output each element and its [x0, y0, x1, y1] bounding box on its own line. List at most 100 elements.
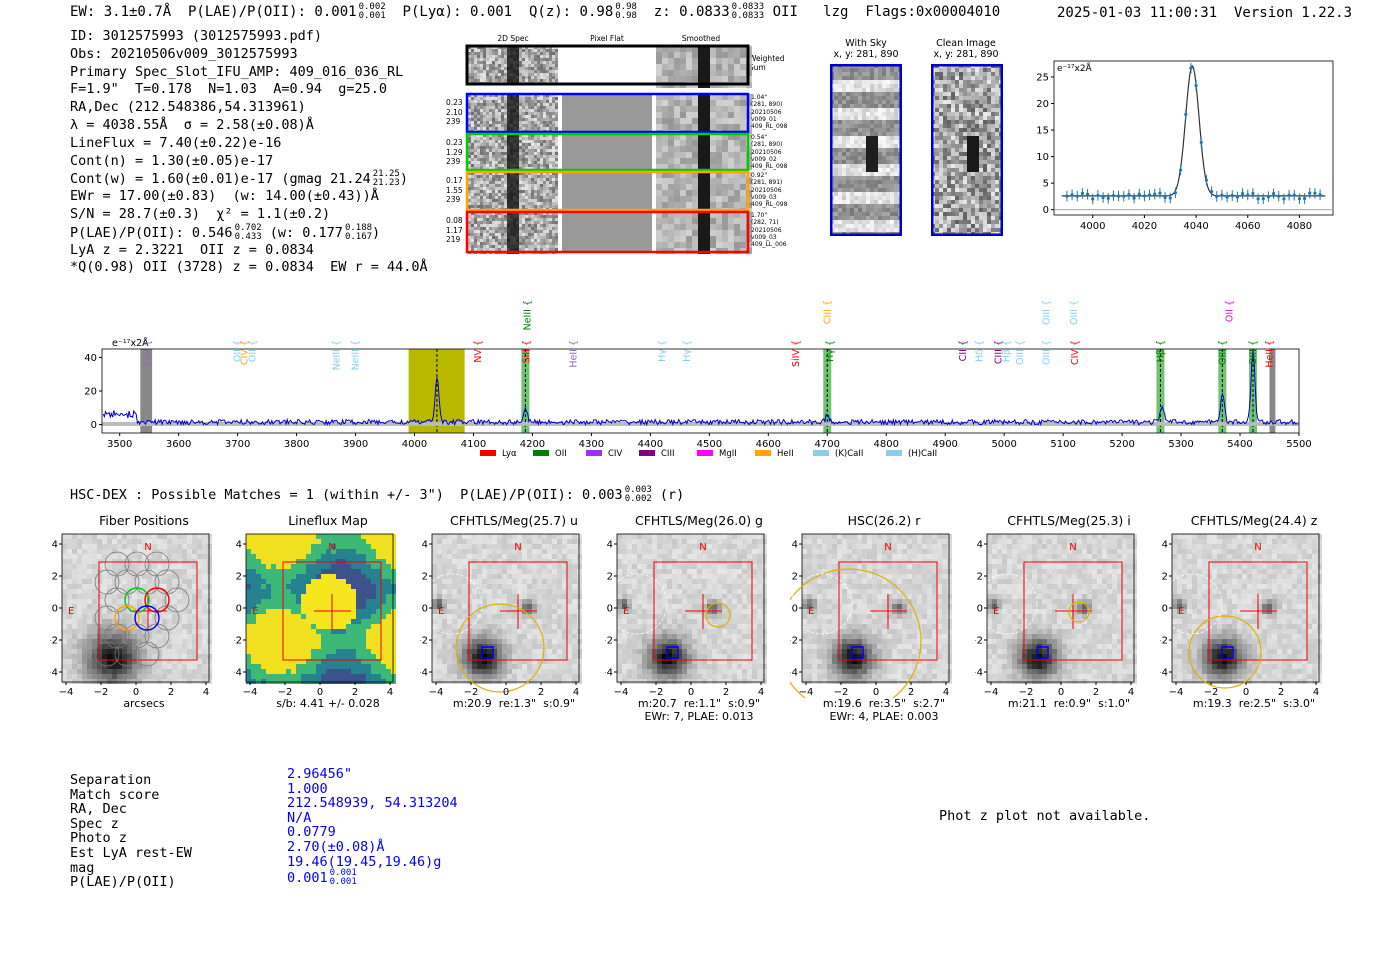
- cutout-pixel: [532, 564, 537, 569]
- sky-pixel: [943, 208, 947, 212]
- cutout-pixel: [177, 644, 182, 649]
- sky-pixel: [951, 136, 955, 140]
- sky-pixel: [842, 88, 846, 92]
- cutout-pixel: [637, 564, 642, 569]
- cutout-pixel: [87, 664, 92, 669]
- cutout-pixel: [331, 549, 336, 554]
- cutout-pixel: [172, 614, 177, 619]
- cutout-pixel: [341, 574, 346, 579]
- cutout-pixel: [192, 544, 197, 549]
- sky-pixel: [894, 152, 898, 156]
- cutout-pixel: [482, 564, 487, 569]
- cutout-pixel: [271, 659, 276, 664]
- sky-pixel: [834, 196, 838, 200]
- cutout-pixel: [502, 604, 507, 609]
- sky-pixel: [971, 120, 975, 124]
- cutout-pixel: [492, 594, 497, 599]
- sky-pixel: [987, 68, 991, 72]
- cutout-pixel: [472, 659, 477, 664]
- sky-pixel: [866, 200, 870, 204]
- sky-pixel: [834, 180, 838, 184]
- linefit-point: [1215, 194, 1219, 199]
- cutout-pixel: [376, 624, 381, 629]
- cutout-pixel: [311, 659, 316, 664]
- cutout-pixel: [112, 619, 117, 624]
- cutout-pixel: [437, 569, 442, 574]
- cutout-pixel: [386, 609, 391, 614]
- sky-pixel: [870, 164, 874, 168]
- cutout-pixel: [316, 589, 321, 594]
- sky-pixel: [975, 204, 979, 208]
- cutout-pixel: [207, 619, 212, 624]
- cutout-pixel: [87, 614, 92, 619]
- cutout-pixel: [351, 674, 356, 679]
- cutout-pixel: [356, 674, 361, 679]
- cutout-pixel: [472, 679, 477, 684]
- cutout-pixel: [727, 579, 732, 584]
- cutout-pixel: [512, 634, 517, 639]
- cutout-pixel: [371, 544, 376, 549]
- sky-pixel: [846, 132, 850, 136]
- sky-pixel: [890, 84, 894, 88]
- cutout-pixel: [172, 584, 177, 589]
- cutout-pixel: [697, 554, 702, 559]
- spec2d-cell: [656, 134, 752, 170]
- cutout-pixel: [147, 574, 152, 579]
- cutout-pixel: [487, 584, 492, 589]
- cutout-pixel: [572, 589, 577, 594]
- sky-pixel: [947, 184, 951, 188]
- cutout-pixel: [341, 579, 346, 584]
- cutout-pixel: [742, 549, 747, 554]
- cutout-pixel: [87, 609, 92, 614]
- cutout-pixel: [507, 634, 512, 639]
- cutout-pixel: [192, 629, 197, 634]
- sky-pixel: [995, 160, 999, 164]
- cutout-pixel: [482, 534, 487, 539]
- sky-pixel: [894, 220, 898, 224]
- cutout-pixel: [207, 579, 212, 584]
- cutout-pixel: [527, 644, 532, 649]
- cutout-pixel: [117, 649, 122, 654]
- cutout-pixel: [296, 634, 301, 639]
- cutout-pixel: [567, 549, 572, 554]
- cutout-pixel: [682, 569, 687, 574]
- cutout-pixel: [477, 619, 482, 624]
- sky-pixel: [991, 96, 995, 100]
- cutout-pixel: [381, 589, 386, 594]
- sky-pixel: [991, 116, 995, 120]
- cutout-pixel: [532, 624, 537, 629]
- cutout-pixel: [707, 539, 712, 544]
- cutout-pixel: [707, 534, 712, 539]
- cutout-xtick-label: 2: [352, 687, 358, 698]
- cutout-pixel: [356, 659, 361, 664]
- cutout-pixel: [256, 579, 261, 584]
- cutout-pixel: [437, 644, 442, 649]
- cutout-pixel: [366, 549, 371, 554]
- spec2d-row-meta: 0.54" (281, 890) 20210506 v009_02 409_RL_098: [751, 134, 788, 171]
- cutout-pixel: [692, 569, 697, 574]
- cutout-pixel: [457, 619, 462, 624]
- header-plae-frac: 0.002 0.001: [358, 2, 386, 21]
- sky-pixel: [842, 172, 846, 176]
- sky-pixel: [878, 200, 882, 204]
- cutout-pixel: [467, 659, 472, 664]
- cutout-pixel: [577, 599, 582, 604]
- cutout-pixel: [637, 534, 642, 539]
- cutout-pixel: [266, 669, 271, 674]
- cutout-pixel: [172, 604, 177, 609]
- cutout-pixel: [542, 599, 547, 604]
- cutout-pixel: [682, 564, 687, 569]
- cutout-pixel: [112, 669, 117, 674]
- cutout-pixel: [122, 564, 127, 569]
- sky-pixel: [955, 124, 959, 128]
- cutout-pixel: [762, 579, 767, 584]
- sky-pixel: [951, 168, 955, 172]
- cutout-pixel: [276, 534, 281, 539]
- cutout-pixel: [271, 549, 276, 554]
- sky-pixel: [983, 148, 987, 152]
- spectrum-line-label: SiIV {: [142, 340, 153, 367]
- cutout-pixel: [497, 614, 502, 619]
- sky-pixel: [874, 76, 878, 80]
- cutout-pixel: [376, 549, 381, 554]
- cutout-pixel: [256, 649, 261, 654]
